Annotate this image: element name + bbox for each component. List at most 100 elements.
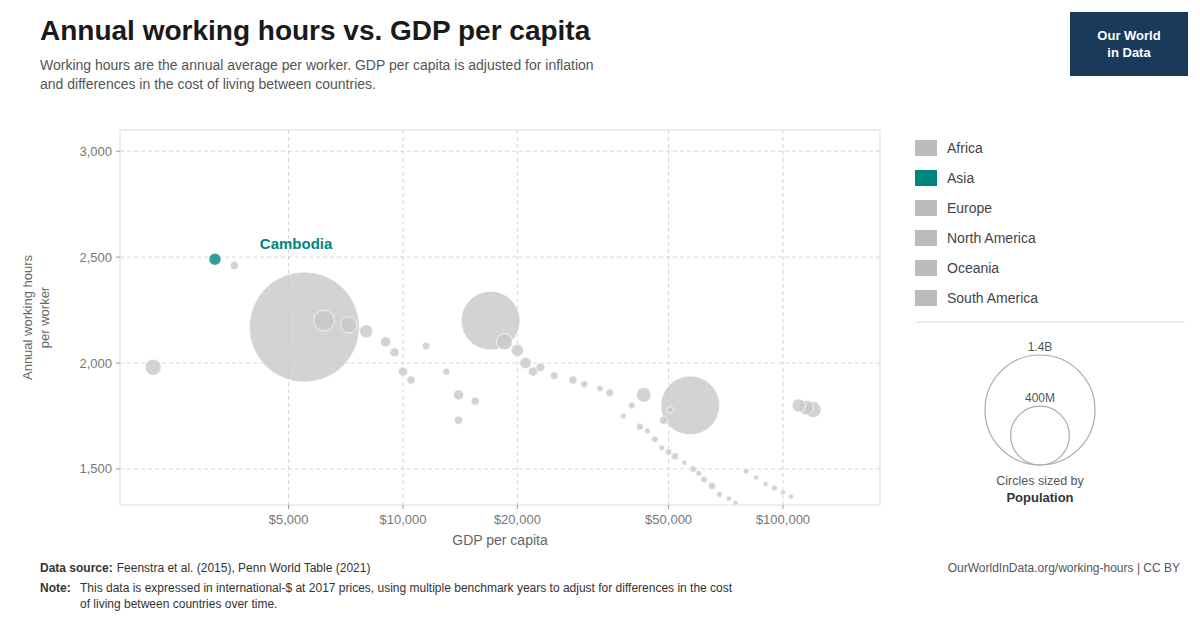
legend-swatch (915, 230, 937, 246)
point (454, 416, 462, 424)
size-legend-title: Circles sized by (996, 474, 1084, 488)
legend-swatch (915, 170, 937, 186)
text-line: This data is expressed in international-… (80, 581, 733, 595)
point (341, 317, 357, 333)
point (659, 416, 667, 424)
grid-line-y (120, 151, 880, 152)
grid-line-y (120, 468, 880, 469)
point (511, 344, 523, 356)
logo: Our World in Data (1070, 12, 1188, 76)
text-line: per worker (37, 286, 52, 348)
point (145, 359, 161, 375)
tick-mark-y (116, 363, 120, 364)
point (569, 376, 577, 384)
grid-line-y (120, 257, 880, 258)
point (407, 376, 415, 384)
point (536, 363, 545, 372)
text-line: and differences in the cost of living be… (40, 76, 376, 92)
tick-label-y: 3,000 (79, 144, 112, 159)
point (520, 357, 531, 368)
legend-swatch (915, 140, 937, 156)
point (249, 272, 359, 382)
legend-swatch (915, 260, 937, 276)
text-line: Our World (1097, 28, 1160, 43)
axes: $5,000$10,000$20,000$50,000$100,0001,500… (79, 144, 810, 527)
size-legend: 1.4B400MCircles sized byPopulation (985, 340, 1095, 505)
legend-label: Asia (947, 170, 974, 186)
point (682, 460, 687, 465)
point (471, 397, 479, 405)
point (620, 413, 626, 419)
point (772, 485, 778, 491)
tick-mark-x (668, 505, 669, 509)
points (145, 253, 821, 505)
point (628, 402, 635, 409)
background (0, 0, 1200, 628)
tick-label-y: 1,500 (79, 461, 112, 476)
size-legend-variable: Population (1006, 490, 1073, 505)
tick-label-y: 2,500 (79, 250, 112, 265)
y-axis-label: Annual working hoursper worker (20, 254, 52, 380)
point (671, 453, 678, 460)
point (652, 436, 659, 443)
point (743, 468, 749, 474)
point (733, 500, 738, 505)
annotation: Cambodia (260, 235, 333, 252)
point (763, 481, 768, 486)
point (550, 372, 558, 380)
tick-label-x: $50,000 (645, 512, 692, 527)
source: Data source: Feenstra et al. (2015), Penn… (40, 561, 370, 575)
point (716, 491, 722, 497)
region-legend: AfricaAsiaEuropeNorth AmericaOceaniaSout… (915, 140, 1185, 322)
tick-label-y: 2,000 (79, 356, 112, 371)
tick-label-x: $5,000 (269, 512, 309, 527)
legend-label: North America (947, 230, 1036, 246)
text-line: of living between countries over time. (80, 597, 277, 611)
x-axis-label: GDP per capita (452, 532, 548, 548)
source-text: Feenstra et al. (2015), Penn World Table… (117, 561, 371, 575)
plot-frame (120, 130, 880, 505)
point (754, 475, 759, 480)
point (398, 367, 407, 376)
point (461, 291, 520, 350)
point (789, 494, 794, 499)
tick-mark-x (517, 505, 518, 509)
tick-mark-y (116, 468, 120, 469)
point (690, 466, 697, 473)
point (665, 449, 672, 456)
point (636, 387, 651, 402)
point (230, 261, 238, 269)
point (496, 334, 512, 350)
legend-separator (915, 322, 1185, 323)
text-line: Working hours are the annual average per… (40, 57, 594, 73)
point (581, 381, 588, 388)
point (708, 482, 715, 489)
point (696, 470, 702, 476)
size-legend-circle (1011, 406, 1070, 465)
logo-box (1070, 12, 1188, 76)
point (667, 406, 674, 413)
tick-label-x: $20,000 (494, 512, 541, 527)
point (780, 490, 785, 495)
text-line: in Data (1107, 45, 1151, 60)
point (314, 310, 335, 331)
grid-line-y (120, 363, 880, 364)
legend-label: Oceania (947, 260, 999, 276)
point (453, 390, 463, 400)
note: This data is expressed in international-… (80, 581, 733, 611)
point (422, 342, 430, 350)
tick-mark-y (116, 257, 120, 258)
tick-label-x: $100,000 (756, 512, 810, 527)
source-label: Data source: (40, 561, 113, 575)
legend-swatch (915, 290, 937, 306)
point (606, 389, 614, 397)
tick-mark-x (782, 505, 783, 509)
point (360, 325, 373, 338)
legend-label: Africa (947, 140, 983, 156)
point (726, 496, 731, 501)
legend-label: Europe (947, 200, 992, 216)
size-legend-label: 400M (1025, 391, 1055, 405)
point (390, 348, 399, 357)
point (645, 428, 651, 434)
point (792, 399, 805, 412)
